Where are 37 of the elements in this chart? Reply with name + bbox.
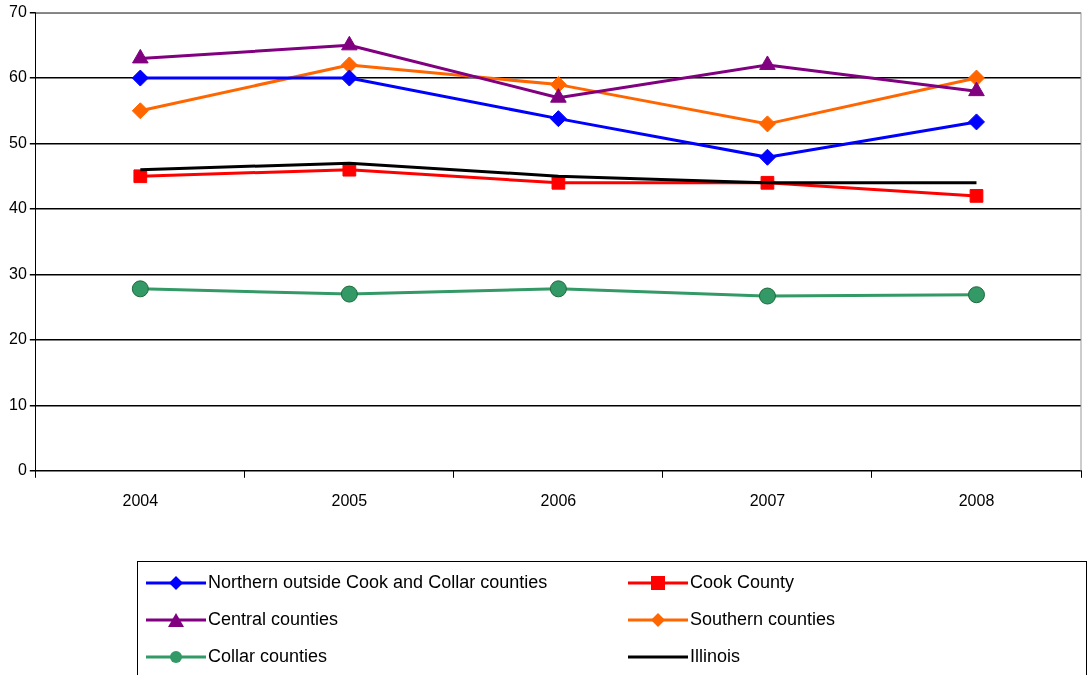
- point: [549, 76, 567, 94]
- point: [969, 189, 984, 203]
- y-tick-label: 30: [9, 264, 27, 282]
- x-tick-label: 2005: [331, 491, 368, 509]
- x-tick-label: 2008: [958, 491, 995, 509]
- point: [131, 69, 149, 87]
- point: [340, 56, 358, 74]
- x-tick-label: 2004: [122, 491, 159, 509]
- legend-label: Southern counties: [690, 609, 836, 630]
- point: [340, 285, 358, 303]
- legend-label: Collar counties: [208, 646, 328, 667]
- point: [131, 280, 149, 298]
- point: [131, 102, 149, 120]
- legend-label: Illinois: [690, 646, 741, 667]
- legend-label: Central counties: [208, 609, 339, 630]
- y-tick-label: 20: [9, 330, 27, 348]
- y-tick-label: 10: [9, 395, 27, 413]
- point: [758, 148, 776, 166]
- point: [549, 280, 567, 298]
- y-tick-label: 0: [17, 461, 27, 479]
- point: [967, 69, 985, 87]
- point: [758, 287, 776, 305]
- y-tick-label: 40: [9, 199, 27, 217]
- legend-label: Northern outside Cook and Collar counties: [208, 572, 548, 593]
- point: [549, 110, 567, 128]
- point: [758, 115, 776, 133]
- point: [967, 286, 985, 304]
- point: [968, 81, 985, 97]
- point: [340, 69, 358, 87]
- y-tick-label: 60: [9, 68, 27, 86]
- point: [133, 169, 148, 184]
- y-tick-label: 70: [9, 3, 27, 21]
- y-tick-label: 50: [9, 133, 27, 151]
- legend-label: Cook County: [690, 572, 795, 593]
- x-tick-label: 2007: [749, 491, 786, 509]
- point: [967, 113, 985, 131]
- x-tick-label: 2006: [540, 491, 577, 509]
